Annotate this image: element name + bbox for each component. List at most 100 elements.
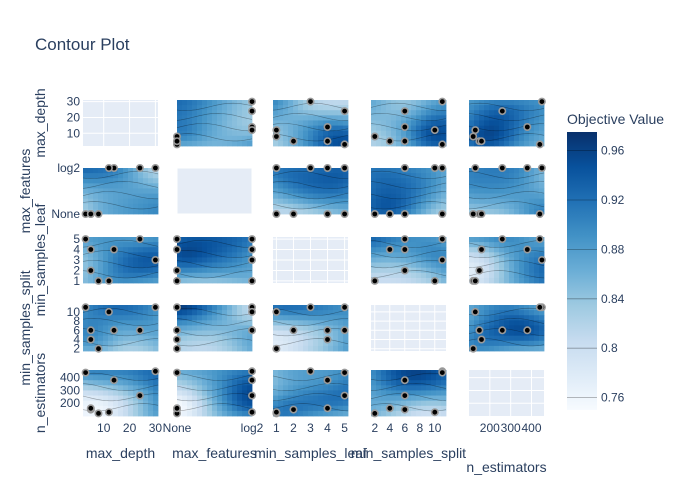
subplot-n_estimators-vs-min_samples_leaf xyxy=(272,367,349,418)
trial-point xyxy=(385,210,394,219)
trial-point xyxy=(498,235,507,244)
subplot-min_samples_split-vs-max_depth xyxy=(81,303,160,353)
trial-point xyxy=(438,140,447,149)
trial-point xyxy=(173,303,182,312)
colorbar-tick-label: 0.84 xyxy=(601,292,625,306)
x-tick-label: 3 xyxy=(307,421,314,435)
trial-point xyxy=(523,123,532,132)
subplot-max_depth-vs-min_samples_split xyxy=(370,97,447,149)
trial-point xyxy=(471,276,480,285)
trial-point xyxy=(323,164,332,173)
trial-point xyxy=(151,164,160,173)
trial-point xyxy=(430,408,439,417)
trial-point xyxy=(248,97,257,106)
trial-point xyxy=(498,164,507,173)
subplot-max_features-vs-min_samples_split xyxy=(370,164,447,219)
trial-point xyxy=(340,326,349,335)
trial-point xyxy=(173,326,182,335)
colorbar-tick-label: 0.92 xyxy=(601,193,625,207)
trial-point xyxy=(475,266,484,275)
trial-point xyxy=(110,245,119,254)
y-tick-label: 6 xyxy=(73,323,80,337)
subplot-min_samples_leaf-vs-max_features xyxy=(173,235,257,285)
subplot-min_samples_split-vs-max_features xyxy=(173,303,257,353)
subplot-min_samples_leaf-vs-max_depth xyxy=(81,235,160,285)
colorbar-tick-label: 0.88 xyxy=(601,242,625,256)
trial-point xyxy=(173,368,182,377)
trial-point xyxy=(306,97,315,106)
trial-point xyxy=(471,164,480,173)
subplot-max_depth-vs-max_features xyxy=(173,97,257,149)
x-ticks-max_depth: 10 20 30 xyxy=(97,421,162,435)
x-ticks-n_estimators: 200 300 400 xyxy=(480,421,542,435)
trial-point xyxy=(340,140,349,149)
trial-point xyxy=(471,307,480,316)
y-axis-title-min_samples_split: min_samples_split xyxy=(17,270,33,385)
y-tick-label: 1 xyxy=(73,274,80,288)
colorbar: Objective Value 0.96 0.92 0.88 0.84 0.8 0.76 xyxy=(567,111,664,410)
y-tick-label: 10 xyxy=(67,126,81,140)
y-tick-label: 20 xyxy=(67,110,81,124)
trial-point xyxy=(430,126,439,135)
subplot-max_features-vs-max_features xyxy=(176,167,253,215)
trial-point xyxy=(400,235,409,244)
y-tick-label: 2 xyxy=(73,264,80,278)
trial-point xyxy=(471,126,480,135)
trial-point xyxy=(323,335,332,344)
trial-point xyxy=(340,210,349,219)
trial-point xyxy=(477,137,486,146)
colorbar-tick-label: 0.8 xyxy=(601,341,618,355)
colorbar-tick-label: 0.76 xyxy=(601,391,625,405)
trial-point xyxy=(306,164,315,173)
trial-point xyxy=(385,137,394,146)
y-tick-label: log2 xyxy=(57,161,80,175)
trial-point xyxy=(248,376,257,385)
trial-point xyxy=(86,326,95,335)
trial-point xyxy=(340,164,349,173)
trial-point xyxy=(173,137,182,146)
subplot-min_samples_split-vs-min_samples_split xyxy=(371,305,446,351)
y-tick-label: 4 xyxy=(73,333,80,347)
trial-point xyxy=(340,391,349,400)
trial-point xyxy=(289,210,298,219)
x-tick-label: 10 xyxy=(97,421,111,435)
x-tick-label: None xyxy=(163,421,192,435)
trial-point xyxy=(248,245,257,254)
trial-point xyxy=(400,376,409,385)
trial-point xyxy=(272,344,281,353)
trial-point xyxy=(477,335,486,344)
trial-point xyxy=(323,210,332,219)
trial-point xyxy=(104,307,113,316)
trial-point xyxy=(173,245,182,254)
trial-point xyxy=(86,266,95,275)
trial-point xyxy=(523,164,532,173)
trial-point xyxy=(86,210,95,219)
trial-point xyxy=(477,245,486,254)
colorbar-title: Objective Value xyxy=(567,111,664,127)
trial-point xyxy=(498,326,507,335)
trial-point xyxy=(323,123,332,132)
x-tick-label: log2 xyxy=(241,421,264,435)
y-axis-title-max_features: max_features xyxy=(17,149,33,234)
trial-point xyxy=(86,404,95,413)
y-tick-label: 3 xyxy=(73,253,80,267)
trial-point xyxy=(272,126,281,135)
trial-point xyxy=(537,164,546,173)
y-tick-label: 2 xyxy=(73,342,80,356)
trial-point xyxy=(475,326,484,335)
trial-point xyxy=(535,140,544,149)
x-axis-title-n_estimators: n_estimators xyxy=(466,459,546,475)
y-tick-label: 4 xyxy=(73,243,80,257)
trial-point xyxy=(498,107,507,116)
trial-point xyxy=(272,408,281,417)
y-tick-label: 200 xyxy=(60,396,80,410)
x-axis-title-max_depth: max_depth xyxy=(86,445,155,461)
trial-point xyxy=(400,266,409,275)
x-tick-label: 4 xyxy=(386,421,393,435)
trial-point xyxy=(535,303,544,312)
trial-point xyxy=(135,391,144,400)
trial-point xyxy=(173,335,182,344)
